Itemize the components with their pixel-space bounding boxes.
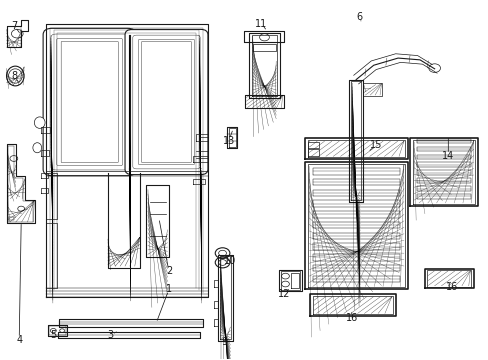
Text: 16: 16 (345, 313, 357, 323)
Ellipse shape (33, 143, 41, 153)
Text: 12: 12 (278, 289, 290, 299)
Ellipse shape (34, 117, 45, 129)
Text: 11: 11 (255, 19, 267, 29)
Text: 4: 4 (16, 334, 22, 345)
Text: 13: 13 (223, 136, 235, 145)
FancyBboxPatch shape (43, 28, 136, 176)
Text: 7: 7 (11, 21, 18, 31)
Text: 1: 1 (165, 284, 172, 294)
Text: 2: 2 (165, 266, 172, 276)
Ellipse shape (6, 66, 24, 86)
Text: 8: 8 (11, 71, 18, 81)
Text: 16: 16 (445, 282, 457, 292)
Text: 14: 14 (441, 150, 453, 161)
Text: 6: 6 (355, 12, 362, 22)
FancyBboxPatch shape (125, 30, 207, 175)
Text: 9: 9 (221, 337, 226, 347)
Text: 3: 3 (107, 330, 113, 340)
Text: 15: 15 (369, 140, 382, 150)
Text: 5: 5 (50, 330, 57, 340)
Text: 10: 10 (224, 256, 236, 266)
